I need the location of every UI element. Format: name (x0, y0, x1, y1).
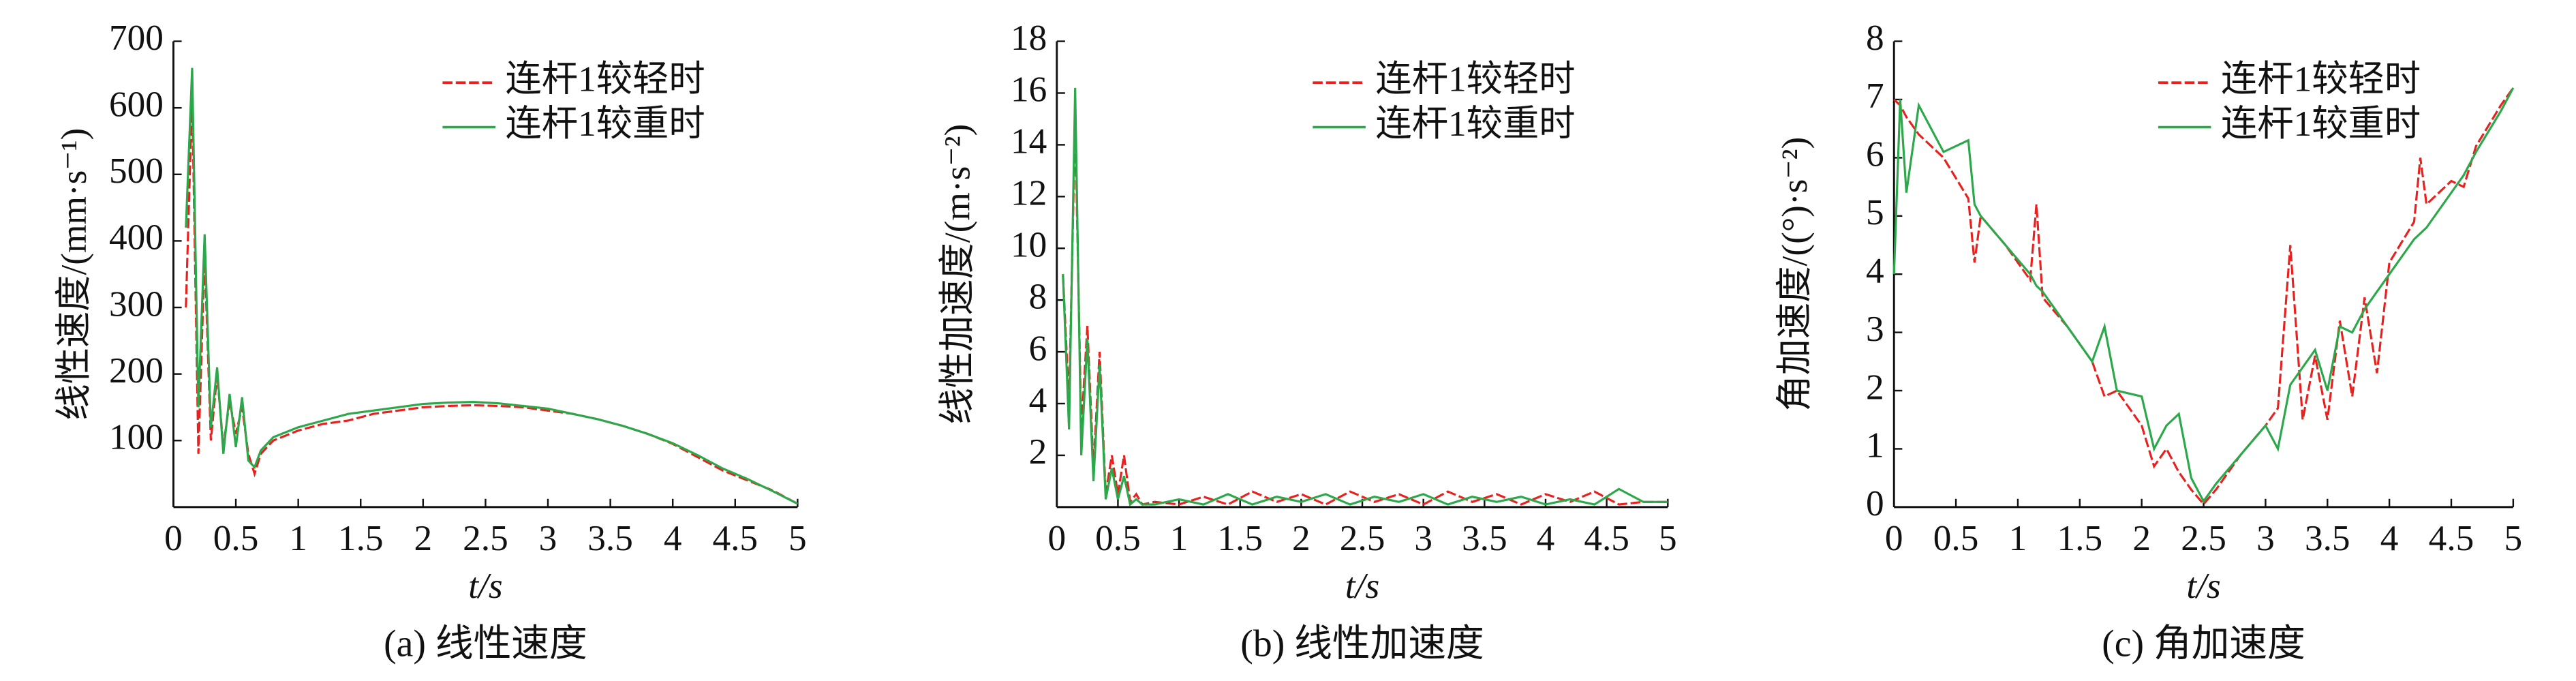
series-line (1893, 87, 2515, 506)
x-axis-label: t/s (468, 566, 502, 606)
legend-label: 连杆1较轻时 (1375, 59, 1575, 99)
y-tick-label: 4 (1029, 380, 1047, 420)
y-tick-label: 100 (109, 417, 164, 457)
y-tick-label: 6 (1866, 134, 1884, 175)
x-tick-label: 0.5 (213, 518, 259, 558)
y-axis-label: 线性速度/(mm·s⁻¹) (54, 128, 94, 421)
caption: (b) 线性加速度 (1240, 623, 1484, 665)
y-tick-label: 5 (1866, 192, 1884, 232)
x-tick-label: 1 (1170, 518, 1189, 558)
y-tick-label: 200 (109, 350, 164, 391)
y-tick-label: 18 (1011, 18, 1047, 58)
x-tick-label: 2.5 (463, 518, 508, 558)
x-tick-label: 1 (289, 518, 307, 558)
y-tick-label: 1 (1866, 425, 1884, 466)
y-axis-label: 线性加速度/(m·s⁻²) (937, 124, 977, 425)
series-line (1062, 119, 1668, 506)
x-tick-label: 1.5 (1217, 518, 1263, 558)
series-line (185, 94, 799, 505)
x-axis-label: t/s (1345, 566, 1379, 606)
x-tick-label: 3 (539, 518, 557, 558)
series-line (1062, 87, 1668, 506)
y-tick-label: 8 (1866, 18, 1884, 58)
x-tick-label: 0.5 (1933, 518, 1979, 558)
y-tick-label: 7 (1866, 76, 1884, 116)
y-tick-label: 400 (109, 217, 164, 258)
series-line (1892, 87, 2515, 504)
y-tick-label: 700 (109, 18, 164, 58)
y-tick-label: 500 (109, 151, 164, 191)
y-tick-label: 16 (1011, 70, 1047, 110)
legend-label: 连杆1较重时 (2221, 104, 2421, 144)
x-tick-label: 4 (1537, 518, 1555, 558)
x-tick-label: 0.5 (1095, 518, 1141, 558)
x-tick-label: 3.5 (1462, 518, 1507, 558)
x-tick-label: 5 (1659, 518, 1677, 558)
x-tick-label: 4.5 (2429, 518, 2474, 558)
y-tick-label: 2 (1866, 367, 1884, 407)
x-tick-label: 3.5 (2305, 518, 2350, 558)
x-tick-label: 5 (788, 518, 807, 558)
x-tick-label: 2.5 (2181, 518, 2226, 558)
x-tick-label: 2 (414, 518, 433, 558)
x-tick-label: 1.5 (338, 518, 384, 558)
x-tick-label: 3 (2256, 518, 2275, 558)
y-tick-label: 600 (109, 84, 164, 124)
legend-label: 连杆1较重时 (1375, 104, 1575, 144)
x-tick-label: 0 (1885, 518, 1903, 558)
y-tick-label: 8 (1029, 276, 1047, 316)
x-tick-label: 0 (1047, 518, 1066, 558)
legend-label: 连杆1较轻时 (506, 59, 705, 99)
x-tick-label: 2 (1292, 518, 1310, 558)
x-tick-label: 4.5 (1584, 518, 1629, 558)
series-line (185, 67, 799, 505)
y-tick-label: 14 (1011, 121, 1047, 162)
legend-label: 连杆1较重时 (506, 104, 705, 144)
y-tick-label: 6 (1029, 328, 1047, 368)
y-tick-label: 0 (1866, 483, 1884, 524)
y-tick-label: 10 (1011, 224, 1047, 264)
x-tick-label: 4 (664, 518, 682, 558)
y-tick-label: 4 (1866, 250, 1884, 290)
y-tick-label: 300 (109, 284, 164, 324)
x-tick-label: 4.5 (712, 518, 758, 558)
x-tick-label: 2.5 (1340, 518, 1385, 558)
x-tick-label: 5 (2504, 518, 2523, 558)
y-axis-label: 角加速度/((°)·s⁻²) (1775, 137, 1815, 412)
x-tick-label: 4 (2380, 518, 2399, 558)
x-tick-label: 3 (1414, 518, 1432, 558)
y-tick-label: 3 (1866, 309, 1884, 349)
legend-label: 连杆1较轻时 (2221, 59, 2421, 99)
caption: (c) 角加速度 (2102, 623, 2305, 665)
x-tick-label: 1 (2009, 518, 2027, 558)
x-tick-label: 3.5 (587, 518, 633, 558)
x-tick-label: 1.5 (2057, 518, 2103, 558)
caption: (a) 线性速度 (384, 623, 587, 665)
x-axis-label: t/s (2186, 566, 2220, 606)
y-tick-label: 2 (1029, 432, 1047, 472)
x-tick-label: 0 (164, 518, 183, 558)
y-tick-label: 12 (1011, 173, 1047, 213)
x-tick-label: 2 (2132, 518, 2151, 558)
